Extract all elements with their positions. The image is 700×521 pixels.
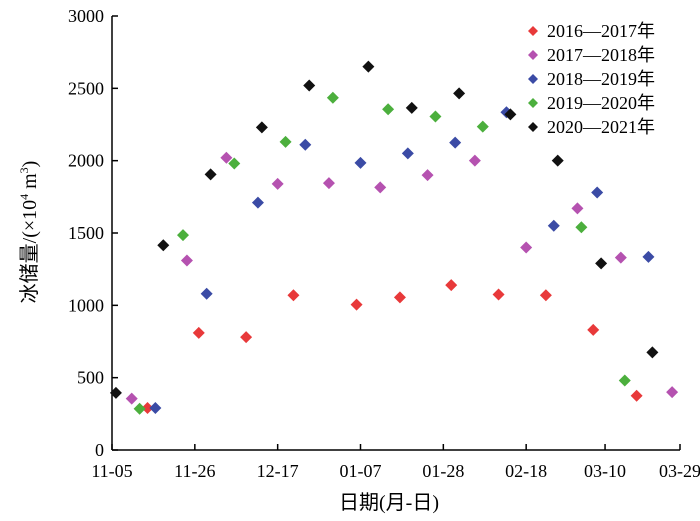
legend-label-series-2: 2017—2018年 [547,45,655,65]
x-tick-label: 03-10 [584,461,626,481]
data-point-series-5 [109,386,122,399]
x-tick-label: 01-07 [340,461,382,481]
data-point-series-3 [299,138,312,151]
data-point-series-4 [382,103,395,116]
data-point-series-1 [587,323,600,336]
legend-label-series-1: 2016—2017年 [547,21,655,41]
data-point-series-4 [228,157,241,170]
x-tick-group: 11-05 11-26 12-17 01-07 01-28 02-18 03-10 03-29 [91,444,700,481]
data-point-series-5 [255,121,268,134]
x-tick-label: 03-29 [659,461,700,481]
data-point-series-1 [492,288,505,301]
legend-label-series-3: 2018—2019年 [547,69,655,89]
y-tick-label: 3000 [68,6,104,26]
y-tick-label: 2500 [68,78,104,98]
data-point-series-1 [141,402,154,415]
data-point-series-2 [666,386,679,399]
data-point-series-2 [125,392,138,405]
data-point-series-3 [200,287,213,300]
legend-label-series-5: 2020—2021年 [547,117,655,137]
data-point-series-4 [133,402,146,415]
data-point-series-2 [520,241,533,254]
y-axis-title-unit: m [19,173,41,194]
data-point-series-2 [468,154,481,167]
data-point-series-2 [614,251,627,264]
x-tick-label: 02-18 [505,461,547,481]
x-tick-label: 11-05 [91,461,132,481]
data-point-series-1 [240,331,253,344]
data-point-series-5 [595,257,608,270]
y-tick-label: 1500 [68,223,104,243]
data-point-series-1 [539,289,552,302]
data-point-series-3 [449,136,462,149]
data-point-series-4 [618,374,631,387]
legend-marker-series-2 [528,50,538,60]
legend: 2016—2017年 2017—2018年 2018—2019年 2019—2020年… [528,21,655,137]
y-axis-title-suffix: ) [19,161,41,168]
x-tick-label: 11-26 [174,461,215,481]
data-point-series-5 [646,346,659,359]
data-point-series-4 [575,221,588,234]
data-point-series-5 [551,154,564,167]
data-point-series-5 [453,87,466,100]
x-axis-title: 日期(月-日) [339,492,439,514]
data-point-series-3 [251,196,264,209]
data-point-series-3 [642,250,655,263]
legend-marker-series-3 [528,74,538,84]
data-points [109,60,679,415]
x-tick-label: 01-28 [422,461,464,481]
y-tick-label: 0 [95,440,104,460]
x-tick-label: 12-17 [257,461,299,481]
legend-label-series-4: 2019—2020年 [547,93,655,113]
y-axis-title-unit-exp: 3 [17,167,31,173]
data-point-series-4 [476,120,489,133]
y-axis-title: 冰储量/(×104 m3) [17,161,41,304]
data-point-series-3 [354,156,367,169]
data-point-series-2 [180,254,193,267]
data-point-series-4 [279,135,292,148]
data-point-series-1 [393,291,406,304]
legend-marker-series-1 [528,26,538,36]
data-point-series-5 [204,168,217,181]
data-point-series-1 [287,289,300,302]
data-point-series-2 [571,202,584,215]
data-point-series-5 [405,101,418,114]
y-tick-label: 500 [77,368,104,388]
data-point-series-3 [547,219,560,232]
y-tick-label: 1000 [68,295,104,315]
data-point-series-3 [401,147,414,160]
y-axis-title-exp: 4 [17,194,31,200]
data-point-series-1 [350,298,363,311]
data-point-series-5 [303,79,316,92]
data-point-series-5 [157,239,170,252]
data-point-series-2 [220,151,233,164]
data-point-series-5 [504,108,517,121]
y-tick-label: 2000 [68,151,104,171]
data-point-series-5 [362,60,375,73]
legend-marker-series-4 [528,98,538,108]
data-point-series-4 [326,91,339,104]
data-point-series-1 [192,326,205,339]
data-point-series-3 [591,186,604,199]
legend-marker-series-5 [528,122,538,132]
data-point-series-1 [630,389,643,402]
data-point-series-3 [149,402,162,415]
data-point-series-1 [445,279,458,292]
data-point-series-2 [322,177,335,190]
data-point-series-4 [429,110,442,123]
data-point-series-4 [177,229,189,242]
data-point-series-2 [374,181,387,194]
y-tick-group: 0 500 1000 1500 2000 2500 3000 [68,6,118,460]
y-axis-title-prefix: 冰储量/(×10 [18,200,41,304]
data-point-series-2 [421,169,434,182]
data-point-series-2 [271,177,284,190]
